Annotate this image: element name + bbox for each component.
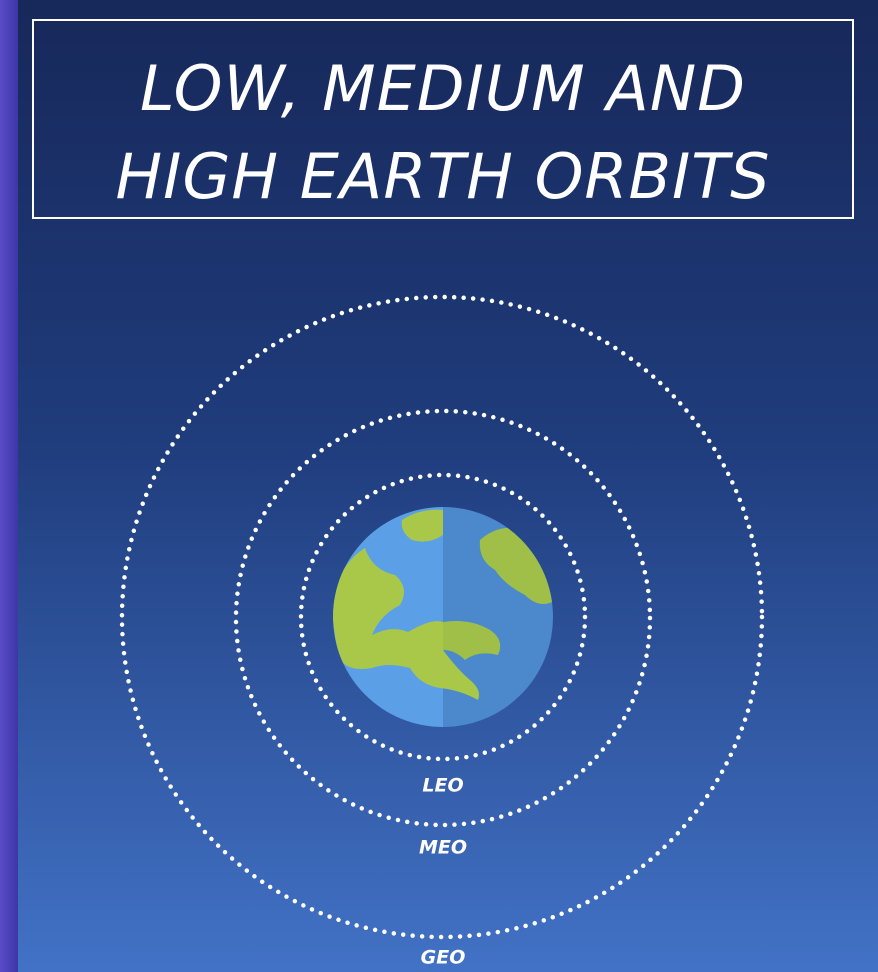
background: [18, 0, 878, 972]
side-strip: [0, 0, 18, 972]
orbit-label: MEO: [419, 837, 467, 859]
meo-orbit: [233, 408, 653, 828]
title-box: [32, 19, 854, 219]
geo-orbit: [119, 294, 765, 940]
orbit-label: GEO: [421, 947, 466, 969]
orbit-label: LEO: [422, 775, 463, 797]
title-line: LOW, MEDIUM AND: [140, 52, 746, 125]
leo-orbit: [298, 472, 588, 762]
title-line: HIGH EARTH ORBITS: [115, 140, 770, 213]
